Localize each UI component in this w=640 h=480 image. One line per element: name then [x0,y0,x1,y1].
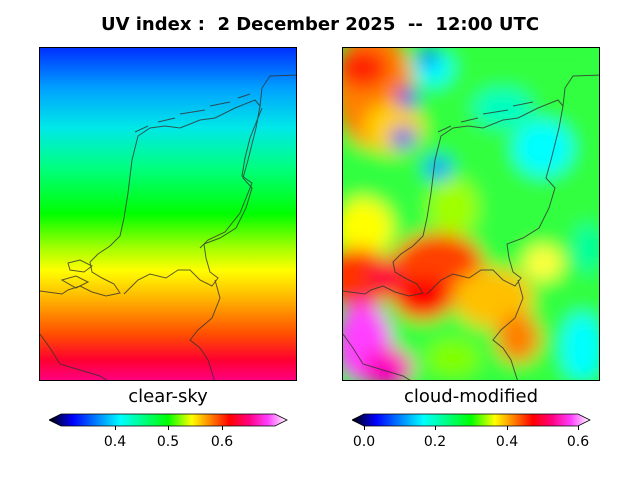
cloud-modified-tick-label: 0.2 [423,434,447,450]
southern-border [40,333,108,380]
clear-sky-map-panel [39,47,297,381]
map-title: UV index : 2 December 2025 -- 12:00 UTC [100,14,540,35]
wadden-islands [134,93,251,133]
lake-ijssel-shore [199,107,263,249]
colorbar-tick [168,426,169,430]
clear-sky-tick-label: 0.4 [103,434,127,450]
coastline-overlay-left [40,74,296,380]
cloud-modified-tick-label: 0.0 [352,434,376,450]
colorbar-tick [222,426,223,430]
cloud-modified-colorbar [352,413,591,427]
clear-sky-tick-label: 0.6 [210,434,234,450]
cloud-modified-tick-label: 0.6 [566,434,590,450]
cloud-modified-tick-label: 0.4 [495,434,519,450]
colorbar-tick [435,426,436,430]
clear-sky-tick-label: 0.5 [156,434,180,450]
clear-sky-label: clear-sky [128,386,208,407]
colorbar-tick [507,426,508,430]
limburg-border [189,279,221,380]
uv-field-right [343,48,599,380]
netherlands-coastline-right [343,74,599,297]
clear-sky-colorbar [49,413,288,427]
eastern-border [123,105,261,295]
wadden-islands-right [437,101,534,133]
netherlands-coastline [40,74,296,297]
southern-border-right [343,333,411,380]
cloud-modified-map-panel [342,47,600,381]
zeeland-estuary [60,259,93,289]
eastern-border-right [426,105,564,295]
colorbar-tick [578,426,579,430]
limburg-border-right [492,279,524,380]
colorbar-tick [115,426,116,430]
cloud-modified-label: cloud-modified [403,386,539,407]
colorbar-tick [364,426,365,430]
